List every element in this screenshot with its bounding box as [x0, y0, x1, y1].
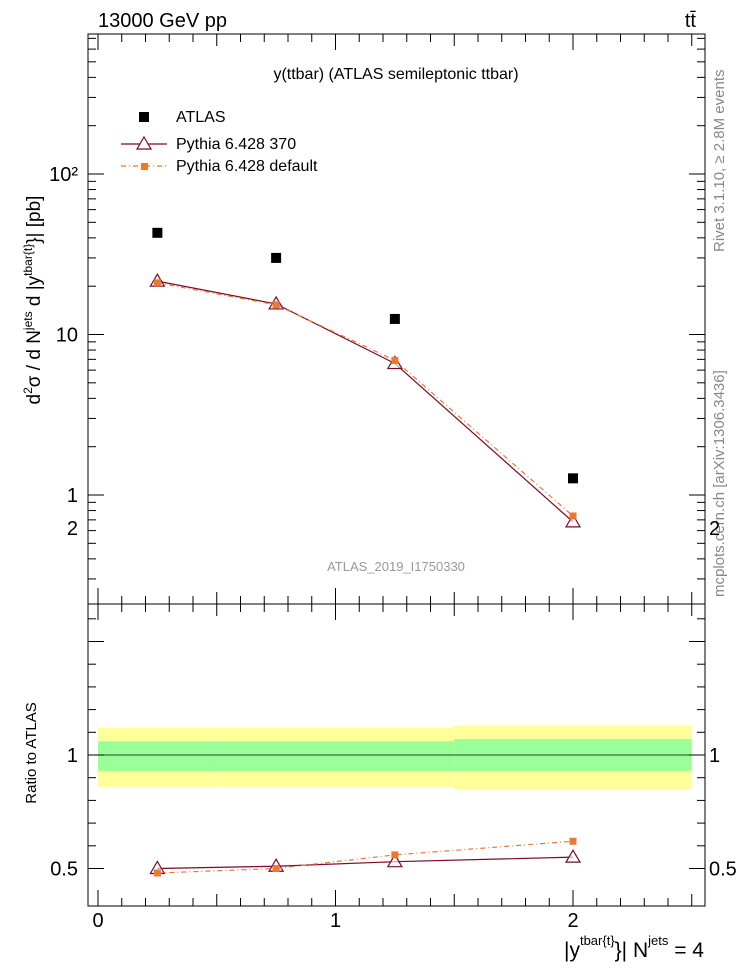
ratio-series-line-0 [157, 856, 574, 870]
main-y-tick-label: 1 [67, 485, 78, 507]
main-series-line-1 [157, 280, 574, 523]
legend-marker-pythia370 [135, 135, 153, 150]
mcplots-label: mcplots.cern.ch [arXiv:1306.3436] [711, 370, 728, 597]
legend: ATLAS Pythia 6.428 370 Pythia 6.428 defa… [121, 109, 318, 175]
ratio-pythia-default-point [569, 837, 577, 845]
main-title: y(ttbar) (ATLAS semileptonic ttbar) [273, 66, 518, 83]
legend-label-pythia-default: Pythia 6.428 default [176, 158, 318, 175]
ratio-pythia-default-point [153, 869, 161, 877]
ratio-y-tick-label-right: 1 [709, 745, 720, 767]
main-y-tick-label: 10 [56, 325, 78, 347]
ratio-band-stat [335, 741, 455, 771]
ratio-y-tick-label-right: 0.5 [709, 859, 737, 881]
atlas-data-point [389, 313, 400, 324]
pythia-default-point [153, 279, 161, 287]
ratio-pythia370-point [564, 848, 582, 863]
ratio-band-stat [216, 741, 336, 771]
pythia-default-point [391, 356, 399, 364]
main-y-axis-label: d2σ / d Njets d |ytbar{t}}| [pb] [21, 196, 45, 405]
ratio-x-tick-label: 0 [92, 910, 103, 932]
pythia370-point [564, 513, 582, 528]
ratio-series-line-1 [157, 840, 574, 874]
legend-label-pythia370: Pythia 6.428 370 [176, 136, 296, 153]
ratio-band-stat [98, 741, 217, 771]
atlas-data-point [152, 227, 163, 238]
pythia-default-point [569, 512, 577, 520]
ratio-x-tick-label: 1 [330, 910, 341, 932]
atlas-data-point [568, 473, 578, 484]
atlas-data-point [271, 252, 282, 263]
main-y-tick-label: 10² [49, 164, 78, 186]
svg-text:d2σ / d Njets d |ytbar{t}}| [p: d2σ / d Njets d |ytbar{t}}| [pb] [21, 196, 45, 405]
legend-marker-atlas [139, 112, 149, 122]
ratio-x-tick-label: 2 [567, 910, 578, 932]
analysis-tag: ATLAS_2019_I1750330 [327, 559, 465, 574]
header-left: 13000 GeV pp [98, 10, 227, 32]
legend-marker-pythia-default [141, 163, 148, 170]
ratio-y-tick-label-left: 2 [67, 518, 78, 540]
main-series-line-2 [157, 282, 574, 517]
pythia-default-point [272, 301, 280, 309]
header-right: tt̄ [685, 10, 697, 32]
ratio-y-tick-label-left: 1 [67, 745, 78, 767]
ratio-x-axis-label: |ytbar{t}}| Njets = 4 [564, 933, 704, 962]
svg-text:|ytbar{t}}| Njets = 4: |ytbar{t}}| Njets = 4 [564, 933, 704, 962]
ratio-y-tick-label-right: 2 [709, 518, 720, 540]
ratio-plot-panel: 0.5 0.5 1 1 2 2 0 1 2 Ratio to ATLAS |ytbar{t}}… [23, 518, 737, 962]
rivet-label: Rivet 3.1.10, ≥ 2.8M events [711, 70, 728, 253]
ratio-pythia-default-point [391, 851, 399, 859]
ratio-pythia370-point [386, 853, 403, 868]
ratio-y-axis-label: Ratio to ATLAS [23, 702, 40, 803]
main-plot-panel: 1 10 10² y(ttbar) (ATLAS semileptonic ttba… [21, 33, 706, 605]
ratio-pythia-default-point [272, 865, 280, 872]
ratio-y-tick-label-left: 0.5 [50, 859, 78, 881]
legend-label-atlas: ATLAS [176, 109, 226, 126]
